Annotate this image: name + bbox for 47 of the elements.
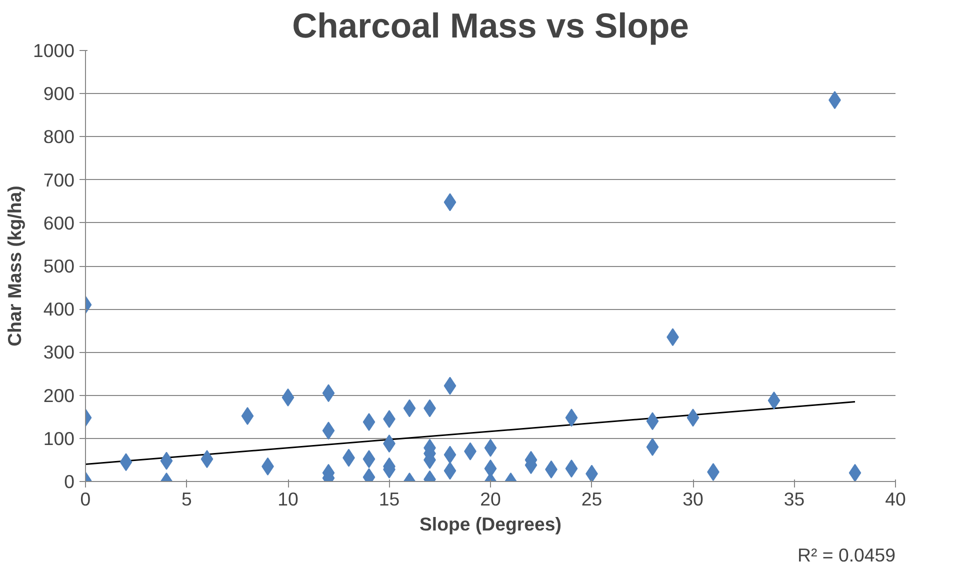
x-tick-label: 40 [885, 488, 906, 510]
x-tick-label: 5 [182, 488, 192, 510]
x-tick-label: 10 [278, 488, 298, 510]
y-tick-label: 600 [43, 212, 75, 234]
point [768, 391, 780, 410]
point [200, 450, 214, 468]
x-axis-title: Slope (Degrees) [419, 514, 562, 534]
x-tick-label: 15 [378, 488, 400, 510]
point [848, 464, 862, 482]
point [586, 464, 598, 482]
point [444, 376, 456, 395]
point [403, 399, 416, 418]
x-tick-label: 0 [80, 488, 91, 510]
point [565, 460, 578, 478]
y-axis-title: Char Mass (kg/ha) [4, 186, 25, 346]
point [444, 446, 456, 464]
x-tick-label: 35 [784, 488, 805, 510]
point [565, 408, 578, 427]
point [160, 452, 173, 470]
point [646, 438, 659, 456]
x-tick-label: 25 [581, 488, 602, 510]
y-tick-label: 300 [43, 342, 75, 363]
point [444, 193, 456, 212]
y-tick-label: 800 [43, 126, 75, 148]
point [322, 422, 335, 440]
y-tick-label: 200 [43, 384, 75, 406]
point [322, 384, 335, 402]
y-tick-label: 1000 [32, 40, 75, 61]
point [686, 408, 700, 427]
text: R² = 0.0459 [797, 544, 896, 566]
point [484, 438, 497, 457]
point [646, 412, 659, 430]
x-tick-label: 30 [682, 488, 704, 510]
y-tick-label: 500 [43, 256, 75, 276]
point [282, 388, 294, 406]
y-tick-label: 400 [43, 298, 75, 320]
point [362, 450, 376, 468]
y-tick-label: 900 [43, 83, 75, 104]
point [444, 462, 456, 480]
y-tick-label: 100 [43, 428, 75, 449]
y-tick-label: 0 [64, 471, 75, 492]
point [362, 413, 376, 432]
point [120, 453, 132, 472]
point [241, 406, 254, 425]
x-tick-label: 20 [480, 488, 501, 510]
y-tick-label: 700 [43, 169, 75, 190]
chart-title: Charcoal Mass vs Slope [292, 8, 689, 46]
